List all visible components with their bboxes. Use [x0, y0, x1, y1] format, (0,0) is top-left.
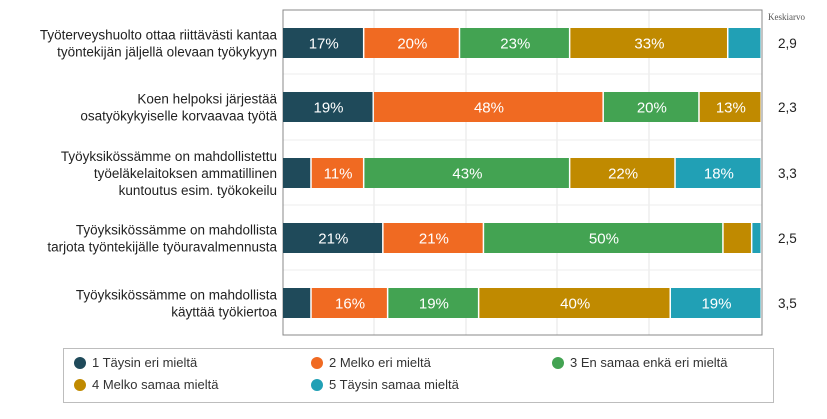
legend-label: 3 En samaa enkä eri mieltä [570, 355, 728, 370]
bar-segment [752, 223, 761, 253]
category-label: osatyökykyiselle korvaavaa työtä [80, 109, 277, 124]
category-label: Työterveyshuolto ottaa riittävästi kanta… [40, 28, 278, 43]
legend-label: 2 Melko eri mieltä [329, 355, 431, 370]
bar-segment [383, 223, 483, 253]
legend-item-4: 4 Melko samaa mieltä [74, 377, 218, 392]
legend-item-1: 1 Täysin eri mieltä [74, 355, 197, 370]
data-label: 21% [318, 231, 348, 248]
data-label: 21% [419, 231, 449, 248]
data-label: 23% [500, 36, 530, 53]
category-label: kuntoutus esim. työkokeilu [119, 183, 277, 198]
mean-value: 2,3 [778, 100, 797, 115]
stacked-bar-chart: Keskiarvo Työterveyshuolto ottaa riittävä… [40, 9, 805, 336]
bar-segment [374, 92, 603, 122]
data-label: 16% [335, 296, 365, 313]
legend-item-2: 2 Melko eri mieltä [311, 355, 431, 370]
mean-value: 2,5 [778, 231, 797, 246]
data-label: 19% [419, 296, 449, 313]
bar-segment [364, 28, 459, 58]
data-label: 19% [701, 296, 731, 313]
bar-segment [603, 92, 699, 122]
data-label: 20% [637, 100, 667, 117]
category-label: Työyksikössämme on mahdollista [76, 288, 278, 303]
bar-segment [570, 158, 675, 188]
bar-segment [364, 158, 569, 188]
data-label: 22% [608, 166, 638, 183]
legend-label: 1 Täysin eri mieltä [92, 355, 198, 370]
category-label: Työyksikössämme on mahdollista [76, 223, 278, 238]
data-label: 17% [309, 36, 339, 53]
bar-segment [283, 92, 373, 122]
mean-value: 3,3 [778, 166, 797, 181]
data-label: 33% [634, 36, 664, 53]
legend-swatch-icon [311, 356, 323, 369]
legend-item-5: 5 Täysin samaa mieltä [311, 377, 459, 392]
data-label: 11% [324, 166, 353, 183]
legend-swatch-icon [74, 356, 86, 369]
bar-segment [283, 223, 383, 253]
data-label: 18% [704, 166, 734, 183]
data-label: 20% [397, 36, 427, 53]
bar-segment [723, 223, 751, 253]
bar-segment [479, 288, 670, 318]
bar-segment [283, 288, 311, 318]
mean-value: 3,5 [778, 296, 797, 311]
data-label: 13% [716, 100, 746, 117]
legend-label: 4 Melko samaa mieltä [92, 377, 219, 392]
legend-swatch-icon [74, 378, 86, 391]
data-label: 19% [313, 100, 343, 117]
bar-segment [699, 92, 761, 122]
bar-segment [283, 158, 311, 188]
data-label: 43% [452, 166, 482, 183]
bar-segment [484, 223, 723, 253]
category-label: tarjota työntekijälle työuravalmennusta [47, 240, 277, 255]
category-label: käyttää työkiertoa [171, 305, 277, 320]
bar-segment [283, 28, 363, 58]
category-label: työeläkelaitoksen ammatillinen [94, 166, 277, 181]
legend-swatch-icon [311, 378, 323, 391]
category-label: työntekijän jäljellä olevaan työkykyyn [57, 45, 277, 60]
category-label: Koen helpoksi järjestää [137, 92, 277, 107]
bar-segment [670, 288, 761, 318]
bar-segment [675, 158, 761, 188]
category-label: Työyksikössämme on mahdollistettu [61, 149, 277, 164]
bar-segment [388, 288, 478, 318]
legend-label: 5 Täysin samaa mieltä [329, 377, 459, 392]
bar-segment [570, 28, 727, 58]
data-label: 40% [560, 296, 590, 313]
mean-header: Keskiarvo [768, 12, 805, 22]
bar-segment [311, 288, 387, 318]
bar-segment [728, 28, 761, 58]
legend-item-3: 3 En samaa enkä eri mieltä [552, 355, 728, 370]
mean-value: 2,9 [778, 36, 797, 51]
bar-segment [460, 28, 569, 58]
data-label: 50% [589, 231, 619, 248]
bar-segment [311, 158, 363, 188]
legend: 1 Täysin eri mieltä 2 Melko eri mieltä 3… [63, 348, 774, 403]
data-label: 48% [474, 100, 504, 117]
legend-swatch-icon [552, 356, 564, 369]
